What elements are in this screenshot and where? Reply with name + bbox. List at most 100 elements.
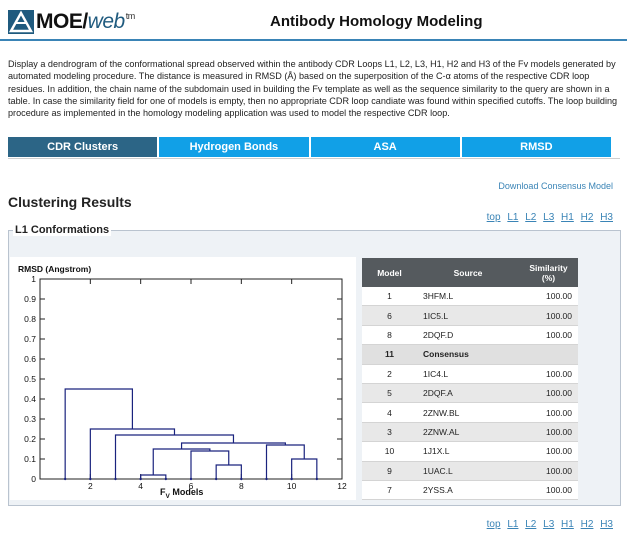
page-header: MOE/webtm Antibody Homology Modeling <box>0 0 627 41</box>
y-tick-label: 0 <box>31 474 36 484</box>
table-row: 1 3HFM.L 100.00 <box>362 287 578 307</box>
leaf-marker <box>265 477 268 481</box>
dendrogram-link <box>180 442 286 449</box>
table-row: 5 2DQF.A 100.00 <box>362 383 578 404</box>
dendrogram-link <box>215 464 242 479</box>
tab-rmsd[interactable]: RMSD <box>461 137 611 157</box>
anchor-l1[interactable]: L1 <box>507 212 519 223</box>
model-cell: 9 <box>362 461 417 481</box>
dendrogram-svg: RMSD (Angstrom) 0 0.1 0.2 0.3 0.4 0.5 0.6 0.7 0.… <box>18 264 347 500</box>
similarity-cell: 100.00 <box>519 383 578 404</box>
anchor-top[interactable]: top <box>486 212 501 223</box>
dendrogram-link <box>140 474 167 479</box>
model-cell: 3 <box>362 422 417 443</box>
source-cell: Consensus <box>417 344 519 365</box>
similarity-cell: 100.00 <box>519 480 578 501</box>
dendrogram-links <box>63 388 319 481</box>
table-row: 10 1J1X.L 100.00 <box>362 441 578 462</box>
page-title: Antibody Homology Modeling <box>270 13 483 30</box>
moe-logo-icon <box>8 10 34 34</box>
moe-web-logo[interactable]: MOE/webtm <box>8 6 135 34</box>
y-tick-label: 0.6 <box>24 354 36 364</box>
x-tick-label: 2 <box>88 481 93 491</box>
leaf-marker <box>89 477 92 481</box>
leaf-marker <box>114 477 117 481</box>
tab-asa[interactable]: ASA <box>310 137 462 157</box>
table-row: 9 1UAC.L 100.00 <box>362 461 578 481</box>
table-row: 2 1IC4.L 100.00 <box>362 364 578 384</box>
table-row: 7 2YSS.A 100.00 <box>362 480 578 501</box>
anchor-top[interactable]: top <box>486 519 501 530</box>
y-tick-label: 0.7 <box>24 334 36 344</box>
leaf-marker <box>164 477 168 481</box>
dendrogram-link <box>64 388 134 479</box>
download-consensus-model-link[interactable]: Download Consensus Model <box>498 181 613 191</box>
source-cell: 2ZNW.BL <box>417 402 519 423</box>
table-row: 3 2ZNW.AL 100.00 <box>362 422 578 443</box>
anchor-h1[interactable]: H1 <box>561 212 574 223</box>
similarity-cell: 100.00 <box>519 441 578 462</box>
anchor-h2[interactable]: H2 <box>580 519 594 530</box>
source-cell: 1IC4.L <box>417 364 519 384</box>
source-cell: 1IC5.L <box>417 305 519 326</box>
table-row: 8 2DQF.D 100.00 <box>362 325 578 346</box>
similarity-cell: 100.00 <box>519 461 578 481</box>
model-cell: 8 <box>362 325 417 346</box>
anchor-l2[interactable]: L2 <box>525 519 537 530</box>
source-cell: 1UAC.L <box>417 461 519 481</box>
y-tick-label: 0.1 <box>24 454 36 464</box>
table-row: 11 Consensus <box>362 344 578 365</box>
models-table: Model Source Similarity (%) 1 3HFM.L 100.0… <box>362 258 578 501</box>
similarity-cell: 100.00 <box>519 422 578 443</box>
model-cell: 11 <box>362 344 417 365</box>
y-tick-label: 0.3 <box>24 414 36 424</box>
x-axis-label: FV Models <box>160 487 203 500</box>
model-cell: 10 <box>362 441 417 462</box>
source-cell: 1J1X.L <box>417 441 519 462</box>
source-cell: 2YSS.A <box>417 480 519 501</box>
anchor-h1[interactable]: H1 <box>561 519 574 530</box>
model-cell: 7 <box>362 480 417 501</box>
y-tick-label: 1 <box>31 274 36 284</box>
anchor-l3[interactable]: L3 <box>543 212 555 223</box>
leaf-marker <box>290 477 293 481</box>
header-similarity[interactable]: Similarity (%) <box>519 258 578 287</box>
anchor-links-bottom: top L1 L2 L3 H1 H2 H3 <box>483 519 613 530</box>
anchor-h3[interactable]: H3 <box>600 519 613 530</box>
x-tick-label: 8 <box>239 481 244 491</box>
model-cell: 2 <box>362 364 417 384</box>
y-axis-label: RMSD (Angstrom) <box>18 264 91 274</box>
leaf-marker <box>214 477 218 481</box>
source-cell: 3HFM.L <box>417 287 519 307</box>
similarity-cell: 100.00 <box>519 402 578 423</box>
tab-bar: CDR Clusters Hydrogen Bonds ASA RMSD <box>8 137 611 157</box>
similarity-cell: 100.00 <box>519 305 578 326</box>
similarity-cell: 100.00 <box>519 364 578 384</box>
anchor-l3[interactable]: L3 <box>543 519 555 530</box>
anchor-h2[interactable]: H2 <box>580 212 594 223</box>
table-row: 6 1IC5.L 100.00 <box>362 305 578 326</box>
tab-hydrogen-bonds[interactable]: Hydrogen Bonds <box>159 137 311 157</box>
logo-text: MOE/webtm <box>36 10 135 33</box>
leaf-marker <box>315 477 319 481</box>
table-row: 4 2ZNW.BL 100.00 <box>362 402 578 423</box>
similarity-cell <box>519 344 578 365</box>
model-cell: 6 <box>362 305 417 326</box>
dendrogram-link <box>291 458 318 479</box>
anchor-h3[interactable]: H3 <box>600 212 613 223</box>
header-source[interactable]: Source <box>417 258 519 287</box>
y-tick-label: 0.4 <box>24 394 36 404</box>
leaf-marker <box>63 477 67 481</box>
anchor-l1[interactable]: L1 <box>507 519 519 530</box>
anchor-l2[interactable]: L2 <box>525 212 537 223</box>
anchor-links-top: top L1 L2 L3 H1 H2 H3 <box>483 212 613 223</box>
y-tick-label: 0.9 <box>24 294 36 304</box>
leaf-marker <box>189 477 193 481</box>
section-title: Clustering Results <box>8 194 132 210</box>
y-tick-label: 0.5 <box>24 374 36 384</box>
similarity-cell: 100.00 <box>519 287 578 307</box>
header-model[interactable]: Model <box>362 258 417 287</box>
x-tick-label: 12 <box>337 481 347 491</box>
tab-cdr-clusters[interactable]: CDR Clusters <box>8 137 160 157</box>
model-cell: 1 <box>362 287 417 307</box>
